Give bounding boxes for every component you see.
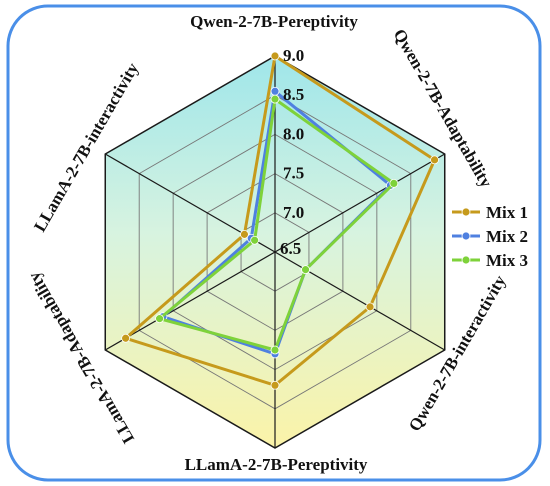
data-point — [270, 380, 280, 390]
axis-spoke — [274, 153, 446, 253]
axis-label-qwen-pereptivity: Qwen-2-7B-Pereptivity — [190, 12, 358, 31]
legend-marker — [461, 231, 471, 241]
legend-label: Mix 1 — [486, 203, 528, 222]
tick-label: 8.0 — [283, 124, 304, 143]
data-point — [270, 345, 280, 355]
data-point — [270, 86, 280, 96]
data-point — [155, 314, 164, 324]
axis-label-llama-pereptivity: LLamA-2-7B-Pereptivity — [185, 455, 368, 474]
legend: Mix 1 Mix 2 Mix 3 — [452, 203, 528, 270]
data-point — [270, 94, 280, 104]
tick-label: 6.5 — [280, 239, 301, 258]
axis-spoke — [104, 251, 276, 351]
radar-grid — [104, 55, 446, 449]
radar-tick-labels: 6.5 7.0 7.5 8.0 8.5 9.0 — [280, 46, 304, 258]
data-point — [121, 333, 131, 343]
data-point — [365, 302, 375, 312]
data-point — [301, 265, 310, 275]
legend-marker — [461, 207, 471, 217]
legend-label: Mix 2 — [486, 227, 528, 246]
data-point — [389, 178, 399, 188]
legend-marker — [461, 255, 471, 265]
tick-label: 7.0 — [283, 203, 304, 222]
radar-series — [121, 51, 439, 390]
data-point — [270, 51, 280, 61]
tick-label: 9.0 — [283, 46, 304, 65]
data-point — [250, 235, 260, 245]
data-point — [430, 155, 439, 165]
tick-label: 8.5 — [283, 85, 304, 104]
data-point — [240, 229, 249, 239]
legend-label: Mix 3 — [486, 251, 528, 270]
tick-label: 7.5 — [283, 164, 304, 183]
